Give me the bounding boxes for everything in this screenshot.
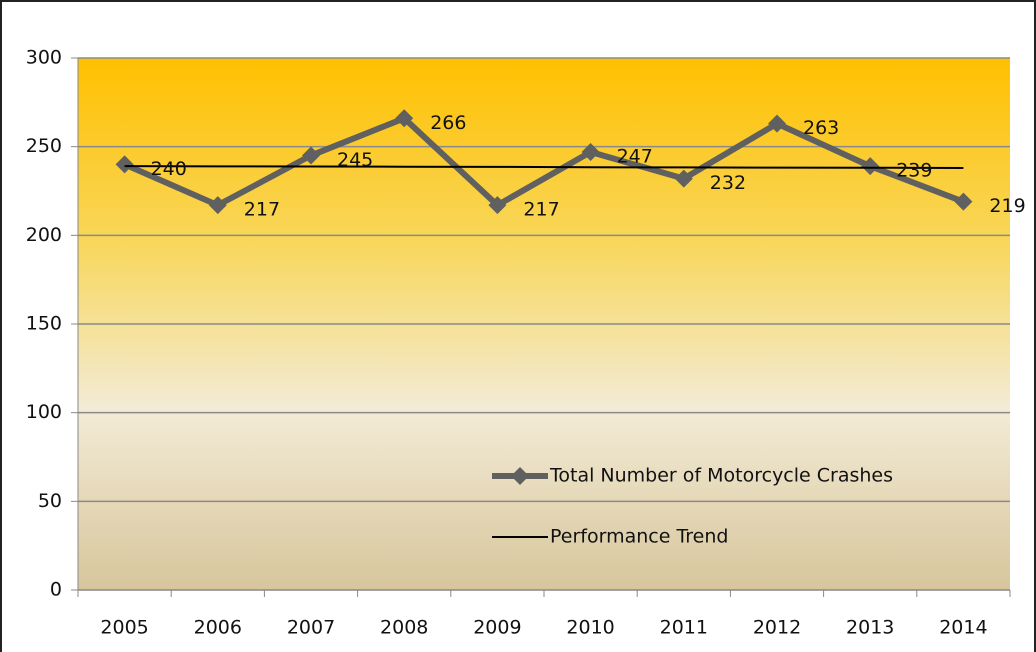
y-tick-label: 150 bbox=[26, 313, 62, 335]
legend-marker bbox=[511, 467, 529, 485]
data-label: 219 bbox=[989, 195, 1025, 217]
y-tick-label: 300 bbox=[26, 47, 62, 69]
data-label: 247 bbox=[617, 145, 653, 167]
data-label: 263 bbox=[803, 117, 839, 139]
marker bbox=[954, 192, 973, 211]
marker bbox=[302, 146, 320, 165]
data-label: 232 bbox=[710, 172, 746, 194]
x-tick-label: 2009 bbox=[473, 617, 521, 639]
data-line bbox=[123, 114, 965, 209]
x-tick-label: 2012 bbox=[753, 617, 801, 639]
x-tick-label: 2011 bbox=[660, 617, 708, 639]
trend-line bbox=[124, 165, 964, 169]
x-tick-label: 2006 bbox=[194, 617, 242, 639]
data-label: 217 bbox=[244, 199, 280, 221]
marker bbox=[768, 114, 786, 133]
legend-label: Total Number of Motorcycle Crashes bbox=[549, 465, 893, 487]
data-label: 245 bbox=[337, 149, 373, 171]
x-tick-label: 2013 bbox=[846, 617, 894, 639]
legend-label: Performance Trend bbox=[550, 526, 728, 548]
marker bbox=[861, 157, 880, 176]
x-tick-label: 2010 bbox=[566, 617, 614, 639]
x-tick-label: 2005 bbox=[100, 617, 148, 639]
y-tick-label: 100 bbox=[26, 401, 62, 423]
x-tick-label: 2007 bbox=[287, 617, 335, 639]
marker bbox=[674, 169, 693, 188]
y-tick-label: 0 bbox=[50, 579, 62, 601]
data-label: 266 bbox=[430, 112, 466, 134]
y-tick-label: 200 bbox=[26, 224, 62, 246]
x-tick-label: 2008 bbox=[380, 617, 428, 639]
data-label: 240 bbox=[151, 158, 187, 180]
y-tick-label: 250 bbox=[26, 135, 62, 157]
data-label: 239 bbox=[896, 160, 932, 182]
marker bbox=[208, 196, 227, 215]
data-label: 217 bbox=[523, 199, 559, 221]
x-tick-label: 2014 bbox=[939, 617, 987, 639]
marker bbox=[581, 142, 600, 161]
marker bbox=[115, 155, 134, 174]
marker bbox=[395, 109, 414, 128]
y-tick-label: 50 bbox=[38, 490, 62, 512]
marker bbox=[488, 196, 507, 215]
